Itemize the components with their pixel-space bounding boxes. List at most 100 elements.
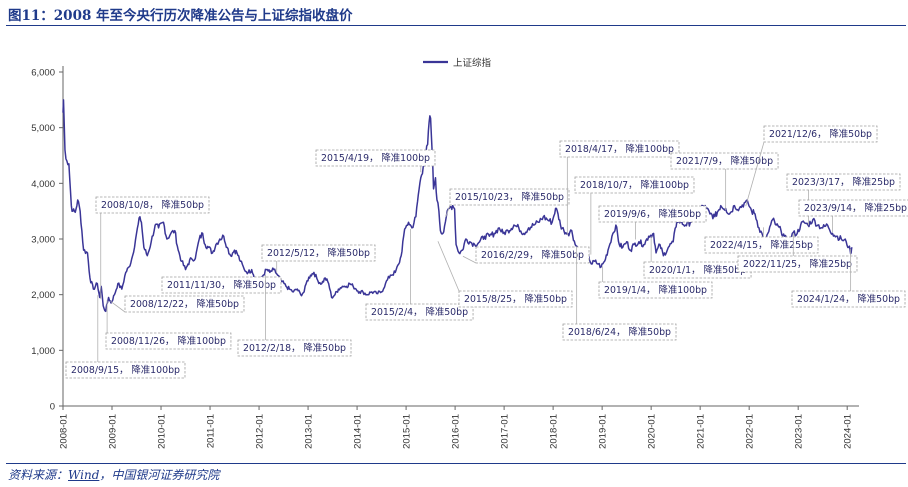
y-tick-label: 4,000 <box>31 179 55 190</box>
annotation-box <box>786 173 901 191</box>
annotation-label: 2020/1/1， 降准50bp <box>649 264 746 276</box>
source-suffix: ，中国银河证券研究院 <box>99 468 220 482</box>
chart-legend: 上证综指 <box>423 57 492 69</box>
x-tick-label: 2016-01 <box>451 414 462 449</box>
annotation-callout: 2008/12/22， 降准50bp <box>110 295 245 313</box>
annotation-box <box>475 246 590 264</box>
source-prefix: 资料来源： <box>8 468 69 482</box>
annotation-label: 2018/4/17， 降准100bp <box>565 143 674 155</box>
x-tick-label: 2009-01 <box>108 414 119 449</box>
series-line-shanghai-composite <box>62 99 853 313</box>
annotation-box <box>559 140 680 158</box>
annotation-leader <box>445 204 451 217</box>
annotation-box <box>315 149 436 167</box>
annotation-label: 2022/11/25， 降准25bp <box>743 258 852 270</box>
annotation-label: 2023/9/14， 降准25bp <box>804 202 907 214</box>
annotation-label: 2015/4/19， 降准100bp <box>321 152 430 164</box>
annotation-label: 2024/1/24， 降准50bp <box>797 293 900 305</box>
annotation-box <box>65 361 186 379</box>
annotation-callout: 2018/4/17， 降准100bp <box>559 140 680 236</box>
annotation-label: 2019/1/4， 降准100bp <box>604 284 707 296</box>
annotation-leader <box>745 141 765 207</box>
annotation-leader <box>110 301 126 313</box>
annotation-label: 2021/12/6， 降准50bp <box>769 128 872 140</box>
annotation-callout: 2016/2/29， 降准50bp <box>462 246 590 264</box>
annotation-box <box>643 261 752 279</box>
annotation-box <box>791 290 906 308</box>
page-title: 图11：2008 年至今央行历次降准公告与上证综指收盘价 <box>8 8 353 24</box>
annotation-callout: 2021/12/6， 降准50bp <box>745 125 878 207</box>
annotation-leader <box>462 255 477 264</box>
series-layer <box>62 99 853 313</box>
x-tick-label: 2018-01 <box>549 414 560 449</box>
annotation-box <box>237 339 352 357</box>
legend-label: 上证综指 <box>453 57 492 69</box>
chart-axes: 0 1,000 2,000 3,000 4,000 5,000 6,000 2008-01 20… <box>31 66 859 449</box>
annotation-callout: 2008/10/8， 降准50bp <box>95 196 210 300</box>
annotation-box <box>458 290 573 308</box>
annotation-callout: 2023/3/17， 降准25bp <box>786 173 901 226</box>
annotation-box <box>365 303 474 321</box>
annotation-label: 2018/6/24， 降准50bp <box>568 326 671 338</box>
annotation-label: 2015/8/25， 降准50bp <box>464 293 567 305</box>
annotation-box <box>261 244 376 262</box>
annotation-label: 2022/4/15， 降准25bp <box>710 239 813 251</box>
annotation-callout: 2015/10/23， 降准50bp <box>445 188 570 217</box>
x-tick-label: 2020-01 <box>647 414 658 449</box>
y-tick-label: 3,000 <box>31 235 55 246</box>
source-link[interactable]: Wind <box>68 468 100 482</box>
x-tick-label: 2019-01 <box>598 414 609 449</box>
y-tick-label: 5,000 <box>31 123 55 134</box>
annotation-callout: 2018/10/7， 降准100bp <box>574 176 695 255</box>
annotation-label: 2012/5/12， 降准50bp <box>267 247 370 259</box>
annotation-label: 2019/9/6， 降准50bp <box>604 208 701 220</box>
annotation-box <box>105 332 232 350</box>
x-tick-label: 2012-01 <box>255 414 266 449</box>
source-divider <box>6 463 906 464</box>
annotation-callout: 2024/1/24， 降准50bp <box>791 249 906 308</box>
annotation-label: 2008/11/26， 降准100bp <box>111 335 226 347</box>
annotation-callout: 2019/9/6， 降准50bp <box>598 205 707 240</box>
annotation-callout: 2021/7/9， 降准50bp <box>670 152 779 211</box>
x-tick-label: 2010-01 <box>157 414 168 449</box>
annotation-box <box>449 188 570 206</box>
annotation-label: 2021/7/9， 降准50bp <box>676 155 773 167</box>
annotation-callout: 2008/9/15， 降准100bp <box>65 295 186 379</box>
annotation-callout: 2015/4/19， 降准100bp <box>315 149 436 173</box>
annotation-box <box>124 295 245 313</box>
annotation-callout: 2018/6/24， 降准50bp <box>562 246 677 341</box>
annotation-box <box>95 196 210 214</box>
annotation-box <box>598 205 707 223</box>
annotation-box <box>562 323 677 341</box>
annotation-label: 2008/12/22， 降准50bp <box>130 298 239 310</box>
x-tick-label: 2015-01 <box>402 414 413 449</box>
annotation-leader <box>437 241 460 292</box>
x-tick-label: 2022-01 <box>745 414 756 449</box>
annotation-callout: 2012/5/12， 降准50bp <box>261 244 376 273</box>
annotation-label: 2023/3/17， 降准25bp <box>792 176 895 188</box>
annotation-label: 2008/9/15， 降准100bp <box>71 364 180 376</box>
y-tick-label: 1,000 <box>31 346 55 357</box>
y-tick-label: 6,000 <box>31 68 55 79</box>
annotation-label: 2008/10/8， 降准50bp <box>101 199 204 211</box>
annotations-layer: 2008/9/15， 降准100bp 2008/10/8， 降准50bp 2008/… <box>65 125 908 379</box>
annotation-callout: 2019/1/4， 降准100bp <box>598 266 713 299</box>
annotation-callout: 2022/4/15， 降准25bp <box>704 227 819 254</box>
title-divider <box>6 25 906 26</box>
annotation-label: 2011/11/30， 降准50bp <box>167 279 276 291</box>
annotation-callout: 2023/9/14， 降准25bp <box>798 199 908 233</box>
annotation-box <box>161 276 282 294</box>
annotation-callout: 2020/1/1， 降准50bp <box>643 236 752 279</box>
annotation-box <box>737 255 858 273</box>
x-tick-label: 2014-01 <box>353 414 364 449</box>
annotation-box <box>704 236 819 254</box>
annotation-callout: 2011/11/30， 降准50bp <box>161 276 282 294</box>
x-tick-label: 2008-01 <box>59 414 70 449</box>
x-tick-label: 2017-01 <box>500 414 511 449</box>
annotation-box <box>670 152 779 170</box>
x-tick-label: 2013-01 <box>304 414 315 449</box>
source-note: 资料来源：Wind，中国银河证券研究院 <box>8 466 219 483</box>
annotation-callout: 2008/11/26， 降准100bp <box>105 300 232 350</box>
annotation-box <box>798 199 908 217</box>
